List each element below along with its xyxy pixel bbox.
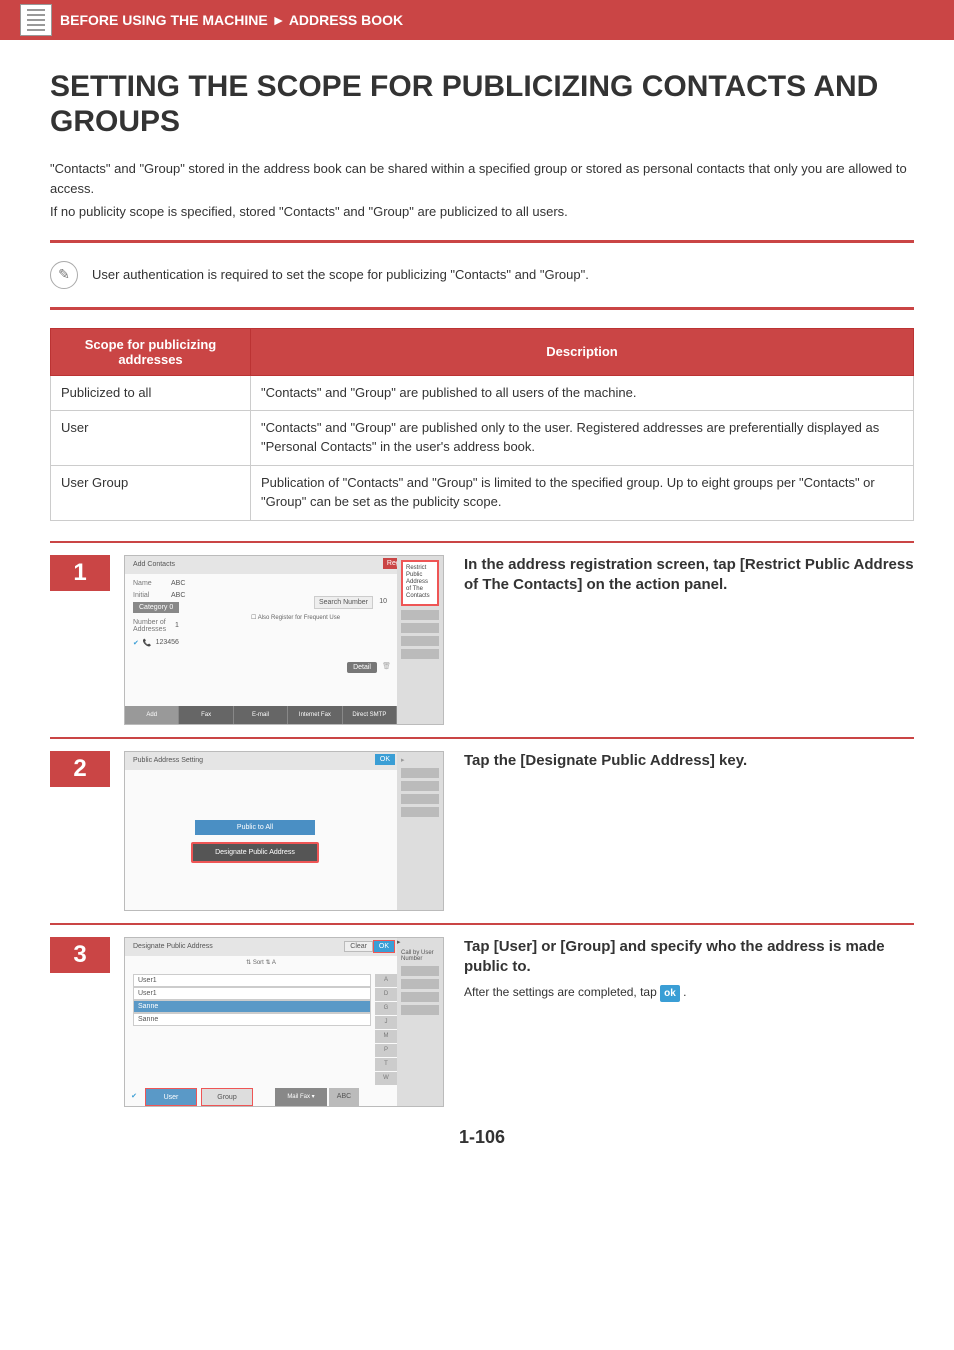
step1-title: In the address registration screen, tap … [464,555,914,596]
list-item[interactable]: User1 [133,974,371,987]
divider [50,737,914,739]
step3-title: Tap [User] or [Group] and specify who th… [464,937,914,978]
also-register-checkbox[interactable]: Also Register for Frequent Use [251,614,340,621]
ok-button[interactable]: OK [373,940,395,953]
list-item[interactable]: User1 [133,987,371,1000]
list-item[interactable]: Sanne [133,1013,371,1026]
list-item[interactable]: Sanne [133,1000,371,1013]
alpha-index: A D G J M P T W [375,974,397,1086]
category-select[interactable]: Category 0 [133,602,179,613]
table-row: Publicized to all "Contacts" and "Group"… [51,375,914,411]
search-number-button[interactable]: Search Number [314,596,373,609]
auth-note-text: User authentication is required to set t… [92,267,589,282]
arrow-icon[interactable]: ▸ [397,938,443,946]
breadcrumb-sep: ► [272,12,286,28]
abc-button[interactable]: ABC [329,1088,359,1106]
page-title: SETTING THE SCOPE FOR PUBLICIZING CONTAC… [50,70,914,139]
call-user-action[interactable]: Call by User Number [401,950,439,962]
s1-tabs: Add Fax E-mail Internet Fax Direct SMTP [125,706,397,724]
divider [50,541,914,543]
lead-2: If no publicity scope is specified, stor… [50,202,914,222]
trash-icon[interactable]: 🗑 [382,662,391,670]
arrow-icon[interactable]: ▸ [401,756,439,764]
table-row: User Group Publication of "Contacts" and… [51,466,914,521]
checkmark-icon: ✔ [125,1088,143,1106]
clear-button[interactable]: Clear [344,941,373,952]
th-desc: Description [251,328,914,375]
breadcrumb-bar: BEFORE USING THE MACHINE ► ADDRESS BOOK [0,0,954,40]
fax-select[interactable]: Mail Fax ▾ [275,1088,327,1106]
ok-inline-icon: ok [660,985,680,1002]
step-number: 2 [50,751,110,787]
s1-hdr: Add Contacts [133,561,175,568]
s2-hdr: Public Address Setting [133,757,203,764]
step-number: 1 [50,555,110,591]
step-3: 3 Designate Public Address Clear OK ▸ Ca… [50,937,914,1107]
divider [50,240,914,243]
s3-hdr: Designate Public Address [133,943,213,950]
public-to-all-button[interactable]: Public to All [195,820,315,835]
step2-title: Tap the [Designate Public Address] key. [464,751,914,771]
designate-button[interactable]: Designate Public Address [191,842,319,863]
step2-screenshot: Public Address Setting OK ▸ Public to Al… [124,751,444,911]
page-number: 1-106 [50,1127,914,1148]
table-row: User "Contacts" and "Group" are publishe… [51,411,914,466]
step-1: 1 Add Contacts Register × NameABC Initia… [50,555,914,725]
step-2: 2 Public Address Setting OK ▸ Public to … [50,751,914,911]
step-number: 3 [50,937,110,973]
step1-screenshot: Add Contacts Register × NameABC InitialA… [124,555,444,725]
document-icon [20,4,52,36]
lead-1: "Contacts" and "Group" stored in the add… [50,159,914,198]
phone-icon: 📞 [143,639,152,647]
step3-screenshot: Designate Public Address Clear OK ▸ Call… [124,937,444,1107]
ok-button[interactable]: OK [375,754,395,765]
user-tab[interactable]: User [145,1088,197,1106]
breadcrumb-section: BEFORE USING THE MACHINE [60,12,268,28]
auth-note: ✎ User authentication is required to set… [50,261,914,289]
th-scope: Scope for publicizing addresses [51,328,251,375]
step3-body: After the settings are completed, tap ok… [464,983,914,1001]
checkmark-icon: ✔ [133,639,139,647]
sort-row[interactable]: ⇅ Sort ⇅ A [125,956,397,969]
group-tab[interactable]: Group [201,1088,253,1106]
divider [50,307,914,310]
divider [50,923,914,925]
detail-button[interactable]: Detail [347,662,377,673]
restrict-action[interactable]: Restrict Public Address of The Contacts [401,560,439,606]
pencil-icon: ✎ [50,261,78,289]
scope-table: Scope for publicizing addresses Descript… [50,328,914,521]
breadcrumb-page: ADDRESS BOOK [289,12,403,28]
